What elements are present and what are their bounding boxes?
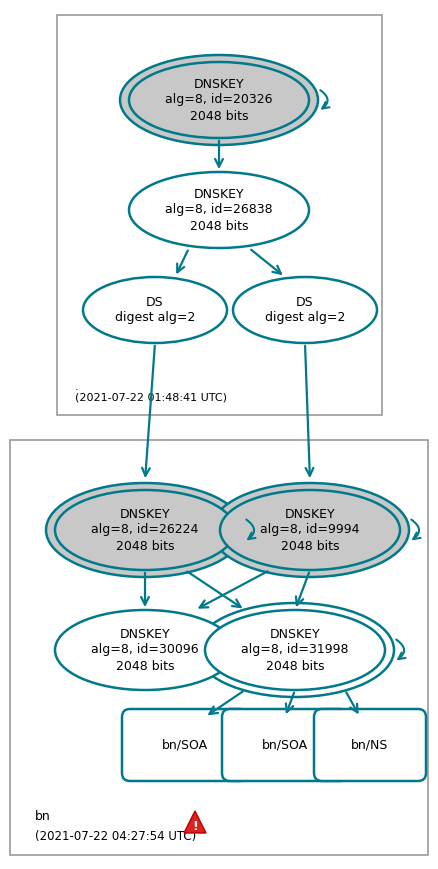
Ellipse shape	[55, 610, 234, 690]
Ellipse shape	[46, 483, 244, 577]
Text: .: .	[75, 382, 78, 392]
Text: DS
digest alg=2: DS digest alg=2	[115, 295, 195, 324]
Text: DNSKEY
alg=8, id=30096
2048 bits: DNSKEY alg=8, id=30096 2048 bits	[91, 627, 198, 673]
Text: bn/SOA: bn/SOA	[162, 739, 208, 752]
Ellipse shape	[205, 610, 384, 690]
Text: bn/NS: bn/NS	[350, 739, 388, 752]
Ellipse shape	[233, 277, 376, 343]
Ellipse shape	[219, 490, 399, 570]
Ellipse shape	[211, 483, 408, 577]
Text: DNSKEY
alg=8, id=20326
2048 bits: DNSKEY alg=8, id=20326 2048 bits	[165, 77, 272, 123]
FancyBboxPatch shape	[313, 709, 425, 781]
Text: DNSKEY
alg=8, id=26224
2048 bits: DNSKEY alg=8, id=26224 2048 bits	[91, 507, 198, 553]
Text: DNSKEY
alg=8, id=9994
2048 bits: DNSKEY alg=8, id=9994 2048 bits	[260, 507, 359, 553]
Text: DS
digest alg=2: DS digest alg=2	[264, 295, 344, 324]
Bar	[57, 15, 381, 415]
FancyBboxPatch shape	[122, 709, 247, 781]
FancyBboxPatch shape	[222, 709, 347, 781]
Text: (2021-07-22 01:48:41 UTC): (2021-07-22 01:48:41 UTC)	[75, 392, 226, 402]
Text: !: !	[192, 819, 198, 833]
Bar	[10, 440, 427, 855]
Ellipse shape	[129, 62, 308, 138]
Text: bn/SOA: bn/SOA	[261, 739, 307, 752]
Ellipse shape	[120, 55, 317, 145]
Ellipse shape	[129, 172, 308, 248]
Ellipse shape	[55, 490, 234, 570]
Ellipse shape	[195, 603, 393, 697]
Text: DNSKEY
alg=8, id=26838
2048 bits: DNSKEY alg=8, id=26838 2048 bits	[165, 188, 272, 233]
Ellipse shape	[83, 277, 226, 343]
Text: bn: bn	[35, 810, 51, 823]
Text: (2021-07-22 04:27:54 UTC): (2021-07-22 04:27:54 UTC)	[35, 830, 196, 843]
Polygon shape	[184, 811, 205, 833]
Text: DNSKEY
alg=8, id=31998
2048 bits: DNSKEY alg=8, id=31998 2048 bits	[241, 627, 348, 673]
